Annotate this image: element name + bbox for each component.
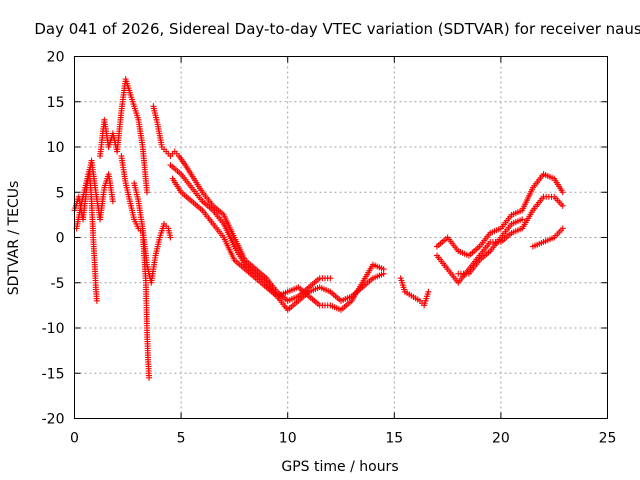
x-axis-label: GPS time / hours (281, 459, 398, 475)
data-point (559, 189, 566, 196)
x-tick-label: 0 (70, 431, 79, 447)
y-tick-label: -5 (51, 276, 65, 292)
data-point (380, 266, 387, 273)
data-point (425, 288, 432, 295)
y-axis-label: SDTVAR / TECUs (6, 181, 22, 296)
y-tick-label: 15 (47, 95, 65, 111)
data-point (559, 225, 566, 232)
data-point (519, 216, 526, 223)
grid-layer (74, 56, 608, 419)
x-tick-label: 5 (177, 431, 186, 447)
plot-frame (74, 56, 608, 419)
data-layer (71, 76, 566, 381)
data-point (109, 198, 116, 205)
data-point (559, 202, 566, 209)
data-point (146, 374, 153, 381)
data-point (93, 297, 100, 304)
y-tick-label: -15 (42, 366, 65, 382)
y-tick-label: 5 (56, 185, 65, 201)
x-tick-label: 20 (492, 431, 510, 447)
axes-layer: 0 5 10 15 20 25 -20 -15 -10 -5 0 5 10 15 20 (42, 50, 617, 447)
y-tick-label: -10 (42, 321, 65, 337)
data-point (327, 275, 334, 282)
x-tick-label: 25 (599, 431, 617, 447)
x-tick-label: 15 (385, 431, 403, 447)
y-tick-label: 10 (47, 140, 65, 156)
chart-title: Day 041 of 2026, Sidereal Day-to-day VTE… (34, 20, 640, 38)
data-point (143, 189, 150, 196)
data-point (167, 234, 174, 241)
y-tick-label: -20 (42, 412, 65, 428)
x-tick-label: 10 (279, 431, 297, 447)
y-tick-label: 0 (56, 231, 65, 247)
y-tick-label: 20 (47, 50, 65, 66)
